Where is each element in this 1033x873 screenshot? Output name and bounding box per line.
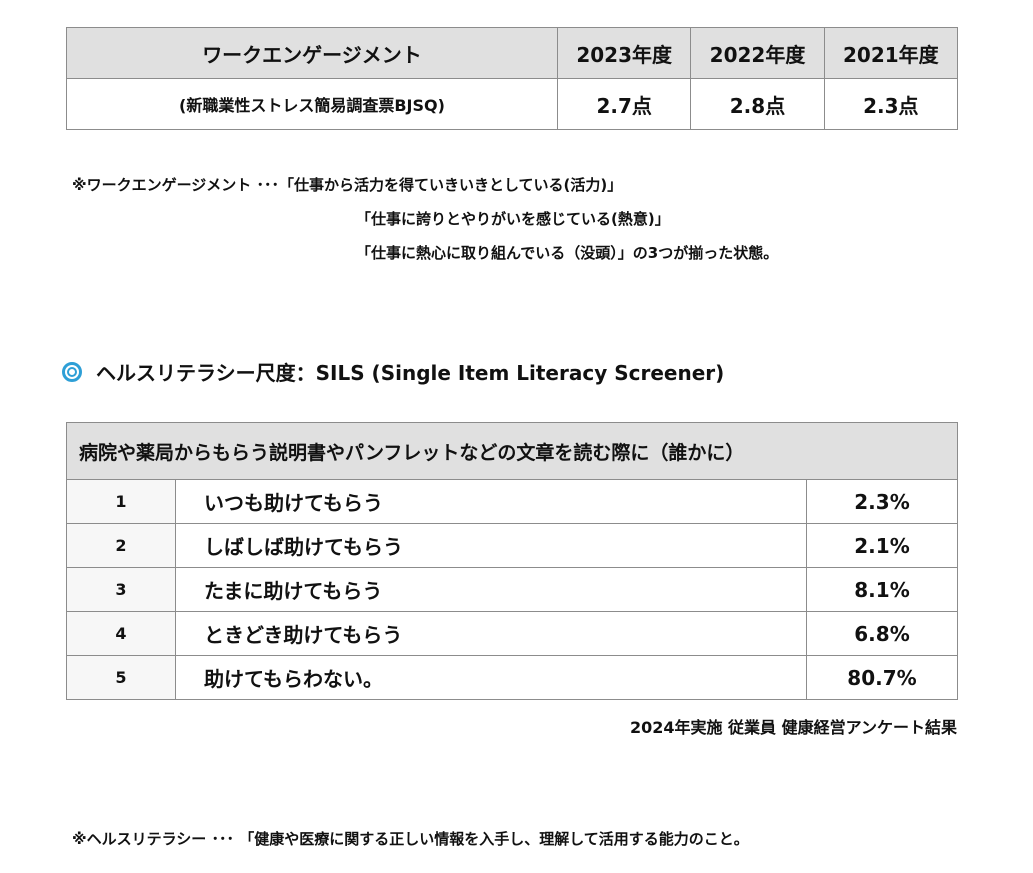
we-row-label: (新職業性ストレス簡易調査票BJSQ) <box>66 78 558 130</box>
row-number: 1 <box>66 479 176 524</box>
we-value-2023: 2.7点 <box>556 78 692 130</box>
row-percentage: 2.1% <box>806 523 958 568</box>
table-row: 5 助けてもらわない。 80.7% <box>66 655 958 700</box>
sils-heading-text: ヘルスリテラシー尺度：SILS (Single Item Literacy Sc… <box>96 361 725 385</box>
sils-question: 病院や薬局からもらう説明書やパンフレットなどの文章を読む際に（誰かに） <box>66 422 958 480</box>
table-row: 3 たまに助けてもらう 8.1% <box>66 567 958 612</box>
we-value-row: (新職業性ストレス簡易調査票BJSQ) 2.7点 2.8点 2.3点 <box>66 78 959 130</box>
table-row: 4 ときどき助けてもらう 6.8% <box>66 611 958 656</box>
we-header-year-2022: 2022年度 <box>690 27 825 79</box>
we-note-line-1: ※ワークエンゲージメント ･･･「仕事から活力を得ていきいきとしている(活力)」 <box>72 176 623 194</box>
we-header-label: ワークエンゲージメント <box>66 27 558 79</box>
row-percentage: 80.7% <box>806 655 958 700</box>
row-answer: ときどき助けてもらう <box>175 611 807 656</box>
we-note-line-2: 「仕事に誇りとやりがいを感じている(熱意)」 <box>356 210 670 228</box>
row-number: 5 <box>66 655 176 700</box>
row-number: 4 <box>66 611 176 656</box>
row-answer: たまに助けてもらう <box>175 567 807 612</box>
row-answer: しばしば助けてもらう <box>175 523 807 568</box>
row-percentage: 8.1% <box>806 567 958 612</box>
row-answer: いつも助けてもらう <box>175 479 807 524</box>
we-header-row: ワークエンゲージメント 2023年度 2022年度 2021年度 <box>66 27 959 79</box>
row-percentage: 6.8% <box>806 611 958 656</box>
we-header-year-2023: 2023年度 <box>556 27 692 79</box>
we-value-2022: 2.8点 <box>690 78 825 130</box>
table-row: 1 いつも助けてもらう 2.3% <box>66 479 958 524</box>
row-answer: 助けてもらわない。 <box>175 655 807 700</box>
we-value-2021: 2.3点 <box>823 78 959 130</box>
sils-heading: ヘルスリテラシー尺度：SILS (Single Item Literacy Sc… <box>62 357 724 386</box>
row-percentage: 2.3% <box>806 479 958 524</box>
work-engagement-table: ワークエンゲージメント 2023年度 2022年度 2021年度 (新職業性スト… <box>66 27 959 130</box>
row-number: 3 <box>66 567 176 612</box>
double-circle-icon <box>62 361 82 382</box>
health-literacy-footnote: ※ヘルスリテラシー ･･･ 「健康や医療に関する正しい情報を入手し、理解して活用… <box>72 830 749 848</box>
sils-question-row: 病院や薬局からもらう説明書やパンフレットなどの文章を読む際に（誰かに） <box>66 422 958 480</box>
we-header-year-2021: 2021年度 <box>823 27 959 79</box>
table-row: 2 しばしば助けてもらう 2.1% <box>66 523 958 568</box>
survey-source: 2024年実施 従業員 健康経営アンケート結果 <box>629 718 957 737</box>
we-note-line-3: 「仕事に熱心に取り組んでいる（没頭）」の3つが揃った状態。 <box>356 244 779 262</box>
row-number: 2 <box>66 523 176 568</box>
sils-table: 病院や薬局からもらう説明書やパンフレットなどの文章を読む際に（誰かに） 1 いつ… <box>66 422 958 700</box>
